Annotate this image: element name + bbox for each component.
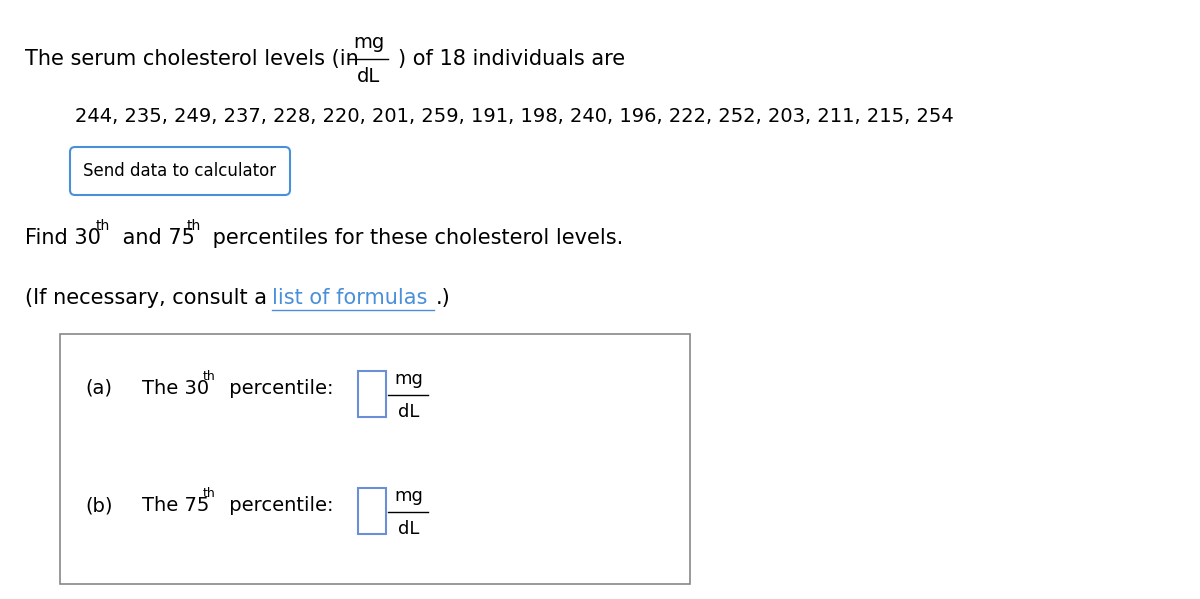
FancyBboxPatch shape: [359, 371, 386, 417]
Text: dL: dL: [397, 520, 419, 538]
FancyBboxPatch shape: [70, 147, 290, 195]
FancyBboxPatch shape: [60, 334, 690, 584]
Text: th: th: [186, 219, 200, 233]
Text: (If necessary, consult a: (If necessary, consult a: [25, 288, 274, 308]
Text: th: th: [96, 219, 110, 233]
Text: th: th: [203, 370, 216, 383]
Text: ) of 18 individuals are: ) of 18 individuals are: [398, 49, 625, 69]
Text: Find 30: Find 30: [25, 228, 101, 248]
Text: list of formulas: list of formulas: [272, 288, 427, 308]
Text: Send data to calculator: Send data to calculator: [84, 162, 276, 180]
Text: mg: mg: [394, 370, 422, 388]
Text: mg: mg: [394, 487, 422, 505]
Text: (b): (b): [85, 496, 113, 515]
Text: The 75: The 75: [142, 496, 209, 515]
Text: .): .): [436, 288, 450, 308]
Text: percentile:: percentile:: [223, 379, 334, 398]
Text: th: th: [203, 487, 216, 500]
Text: The 30: The 30: [142, 379, 209, 398]
Text: and 75: and 75: [115, 228, 194, 248]
FancyBboxPatch shape: [359, 488, 386, 534]
Text: mg: mg: [353, 32, 384, 52]
Text: percentiles for these cholesterol levels.: percentiles for these cholesterol levels…: [206, 228, 624, 248]
Text: The serum cholesterol levels (in: The serum cholesterol levels (in: [25, 49, 365, 69]
Text: 244, 235, 249, 237, 228, 220, 201, 259, 191, 198, 240, 196, 222, 252, 203, 211, : 244, 235, 249, 237, 228, 220, 201, 259, …: [74, 107, 954, 126]
Text: (a): (a): [85, 379, 112, 398]
Text: percentile:: percentile:: [223, 496, 334, 515]
Text: dL: dL: [356, 66, 380, 86]
Text: dL: dL: [397, 403, 419, 421]
